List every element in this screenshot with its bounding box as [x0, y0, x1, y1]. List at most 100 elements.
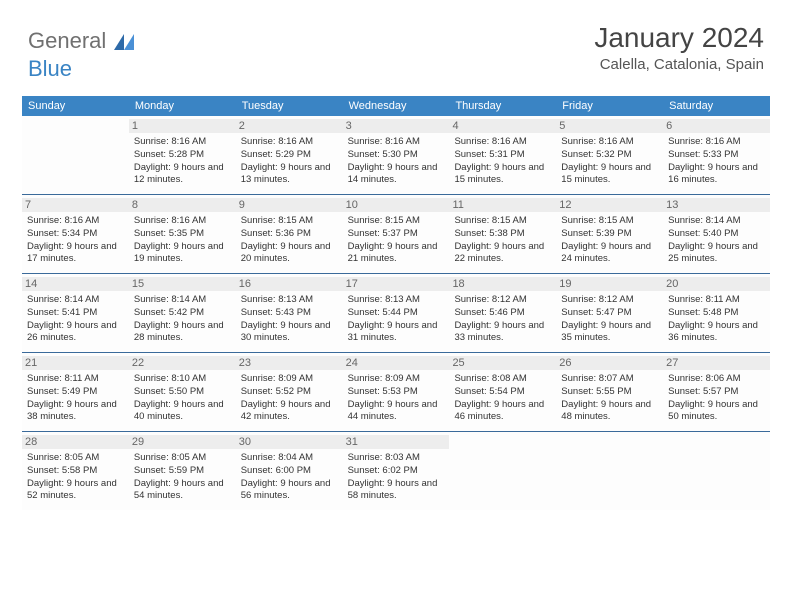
- day-number: 16: [236, 277, 343, 291]
- page-subtitle: Calella, Catalonia, Spain: [600, 56, 764, 73]
- sunset-text: Sunset: 5:42 PM: [134, 307, 231, 320]
- sunset-text: Sunset: 5:43 PM: [241, 307, 338, 320]
- daylight-text: Daylight: 9 hours and 48 minutes.: [561, 399, 658, 425]
- calendar-cell: 19Sunrise: 8:12 AMSunset: 5:47 PMDayligh…: [556, 274, 663, 352]
- daylight-text: Daylight: 9 hours and 21 minutes.: [348, 241, 445, 267]
- day-info: Sunrise: 8:16 AMSunset: 5:32 PMDaylight:…: [561, 136, 658, 187]
- day-info: Sunrise: 8:12 AMSunset: 5:46 PMDaylight:…: [454, 294, 551, 345]
- sunset-text: Sunset: 5:33 PM: [668, 149, 765, 162]
- calendar-cell: 11Sunrise: 8:15 AMSunset: 5:38 PMDayligh…: [449, 195, 556, 273]
- logo-text-2: Blue: [28, 56, 72, 81]
- sunrise-text: Sunrise: 8:16 AM: [134, 215, 231, 228]
- daylight-text: Daylight: 9 hours and 31 minutes.: [348, 320, 445, 346]
- calendar-cell: 6Sunrise: 8:16 AMSunset: 5:33 PMDaylight…: [663, 116, 770, 194]
- calendar-cell: 25Sunrise: 8:08 AMSunset: 5:54 PMDayligh…: [449, 353, 556, 431]
- sunset-text: Sunset: 5:46 PM: [454, 307, 551, 320]
- sunset-text: Sunset: 6:02 PM: [348, 465, 445, 478]
- calendar: Sunday Monday Tuesday Wednesday Thursday…: [22, 96, 770, 510]
- sunset-text: Sunset: 5:59 PM: [134, 465, 231, 478]
- daylight-text: Daylight: 9 hours and 36 minutes.: [668, 320, 765, 346]
- day-number: 28: [22, 435, 129, 449]
- sunset-text: Sunset: 5:35 PM: [134, 228, 231, 241]
- calendar-cell: 10Sunrise: 8:15 AMSunset: 5:37 PMDayligh…: [343, 195, 450, 273]
- daylight-text: Daylight: 9 hours and 14 minutes.: [348, 162, 445, 188]
- calendar-cell: 16 Sunrise: 8:13 AMSunset: 5:43 PMDayligh…: [236, 274, 343, 352]
- daylight-text: Daylight: 9 hours and 35 minutes.: [561, 320, 658, 346]
- day-info: Sunrise: 8:14 AMSunset: 5:41 PMDaylight:…: [27, 294, 124, 345]
- day-info: Sunrise: 8:05 AMSunset: 5:59 PMDaylight:…: [134, 452, 231, 503]
- daylight-text: Daylight: 9 hours and 17 minutes.: [27, 241, 124, 267]
- day-info: Sunrise: 8:04 AMSunset: 6:00 PMDaylight:…: [241, 452, 338, 503]
- sunrise-text: Sunrise: 8:16 AM: [668, 136, 765, 149]
- calendar-week: 28Sunrise: 8:05 AMSunset: 5:58 PMDayligh…: [22, 431, 770, 510]
- sunrise-text: Sunrise: 8:09 AM: [348, 373, 445, 386]
- calendar-cell: 5 Sunrise: 8:16 AMSunset: 5:32 PMDaylight…: [556, 116, 663, 194]
- day-number: 30: [236, 435, 343, 449]
- calendar-cell: 12Sunrise: 8:15 AMSunset: 5:39 PMDayligh…: [556, 195, 663, 273]
- calendar-cell: 2Sunrise: 8:16 AMSunset: 5:29 PMDaylight…: [236, 116, 343, 194]
- day-number: 5: [556, 119, 663, 133]
- dayhead-fri: Friday: [556, 96, 663, 116]
- sunset-text: Sunset: 5:58 PM: [27, 465, 124, 478]
- sunrise-text: Sunrise: 8:16 AM: [561, 136, 658, 149]
- sunset-text: Sunset: 5:32 PM: [561, 149, 658, 162]
- dayhead-tue: Tuesday: [236, 96, 343, 116]
- calendar-cell: 4Sunrise: 8:16 AMSunset: 5:31 PMDaylight…: [449, 116, 556, 194]
- daylight-text: Daylight: 9 hours and 13 minutes.: [241, 162, 338, 188]
- calendar-cell: 22Sunrise: 8:10 AMSunset: 5:50 PMDayligh…: [129, 353, 236, 431]
- daylight-text: Daylight: 9 hours and 46 minutes.: [454, 399, 551, 425]
- header: General Blue January 2024 Calella, Catal…: [0, 0, 792, 96]
- sunset-text: Sunset: 5:48 PM: [668, 307, 765, 320]
- sunrise-text: Sunrise: 8:09 AM: [241, 373, 338, 386]
- sunset-text: Sunset: 5:49 PM: [27, 386, 124, 399]
- day-info: Sunrise: 8:11 AMSunset: 5:49 PMDaylight:…: [27, 373, 124, 424]
- day-info: Sunrise: 8:15 AMSunset: 5:36 PMDaylight:…: [241, 215, 338, 266]
- day-number: 26: [556, 356, 663, 370]
- day-number: 9: [236, 198, 343, 212]
- calendar-cell: 26Sunrise: 8:07 AMSunset: 5:55 PMDayligh…: [556, 353, 663, 431]
- daylight-text: Daylight: 9 hours and 28 minutes.: [134, 320, 231, 346]
- day-number: 21: [22, 356, 129, 370]
- dayhead-thu: Thursday: [449, 96, 556, 116]
- sunset-text: Sunset: 5:54 PM: [454, 386, 551, 399]
- calendar-cell: [663, 432, 770, 510]
- calendar-cell: 13Sunrise: 8:14 AMSunset: 5:40 PMDayligh…: [663, 195, 770, 273]
- day-number: 11: [449, 198, 556, 212]
- day-number: 23: [236, 356, 343, 370]
- sunset-text: Sunset: 5:39 PM: [561, 228, 658, 241]
- day-info: Sunrise: 8:03 AMSunset: 6:02 PMDaylight:…: [348, 452, 445, 503]
- sunrise-text: Sunrise: 8:14 AM: [668, 215, 765, 228]
- day-number: 13: [663, 198, 770, 212]
- daylight-text: Daylight: 9 hours and 15 minutes.: [454, 162, 551, 188]
- sunset-text: Sunset: 5:57 PM: [668, 386, 765, 399]
- calendar-cell: 17Sunrise: 8:13 AMSunset: 5:44 PMDayligh…: [343, 274, 450, 352]
- day-info: Sunrise: 8:09 AMSunset: 5:53 PMDaylight:…: [348, 373, 445, 424]
- page-title: January 2024: [594, 22, 764, 54]
- calendar-cell: [22, 116, 129, 194]
- calendar-body: 1Sunrise: 8:16 AMSunset: 5:28 PMDaylight…: [22, 116, 770, 510]
- calendar-cell: 20Sunrise: 8:11 AMSunset: 5:48 PMDayligh…: [663, 274, 770, 352]
- dayhead-sat: Saturday: [663, 96, 770, 116]
- sunset-text: Sunset: 5:55 PM: [561, 386, 658, 399]
- calendar-cell: [556, 432, 663, 510]
- sunset-text: Sunset: 5:36 PM: [241, 228, 338, 241]
- sunset-text: Sunset: 5:31 PM: [454, 149, 551, 162]
- sunrise-text: Sunrise: 8:13 AM: [241, 294, 338, 307]
- daylight-text: Daylight: 9 hours and 30 minutes.: [241, 320, 338, 346]
- day-info: Sunrise: 8:14 AMSunset: 5:42 PMDaylight:…: [134, 294, 231, 345]
- sunset-text: Sunset: 5:40 PM: [668, 228, 765, 241]
- day-number: 20: [663, 277, 770, 291]
- sunset-text: Sunset: 5:37 PM: [348, 228, 445, 241]
- calendar-week: 7Sunrise: 8:16 AMSunset: 5:34 PMDaylight…: [22, 194, 770, 273]
- sunset-text: Sunset: 5:38 PM: [454, 228, 551, 241]
- day-number: 31: [343, 435, 450, 449]
- daylight-text: Daylight: 9 hours and 44 minutes.: [348, 399, 445, 425]
- day-info: Sunrise: 8:16 AMSunset: 5:34 PMDaylight:…: [27, 215, 124, 266]
- logo: General Blue: [28, 28, 134, 82]
- day-number: 14: [22, 277, 129, 291]
- calendar-week: 1Sunrise: 8:16 AMSunset: 5:28 PMDaylight…: [22, 116, 770, 194]
- day-info: Sunrise: 8:16 AMSunset: 5:33 PMDaylight:…: [668, 136, 765, 187]
- calendar-cell: [449, 432, 556, 510]
- calendar-cell: 9 Sunrise: 8:15 AMSunset: 5:36 PMDaylight…: [236, 195, 343, 273]
- daylight-text: Daylight: 9 hours and 58 minutes.: [348, 478, 445, 504]
